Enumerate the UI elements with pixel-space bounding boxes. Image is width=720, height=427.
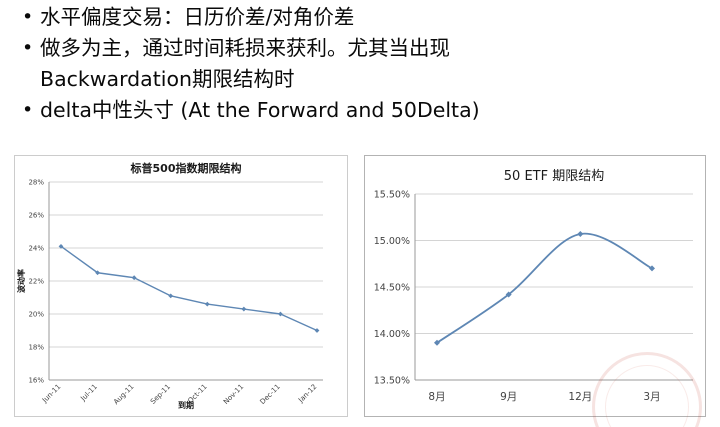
- etf50-term-structure-chart: 13.50% 14.00% 14.50% 15.00% 15.50% 8月 9月 12月 3月 5…: [364, 155, 706, 417]
- bullet-text: 水平偏度交易：日历价差/对角价差: [40, 5, 355, 29]
- svg-text:Sep-11: Sep-11: [149, 383, 172, 406]
- svg-text:13.50%: 13.50%: [374, 375, 410, 386]
- etf50-chart-canvas: 13.50% 14.00% 14.50% 15.00% 15.50% 8月 9月 12月 3月 5…: [374, 169, 693, 403]
- svg-text:24%: 24%: [28, 245, 44, 253]
- svg-text:Jul-11: Jul-11: [79, 383, 99, 403]
- bullet-item: delta中性头寸 (At the Forward and 50Delta): [16, 95, 706, 126]
- bullet-list: 水平偏度交易：日历价差/对角价差 做多为主，通过时间耗损来获利。尤其当出现 Ba…: [16, 2, 706, 126]
- svg-text:16%: 16%: [28, 377, 44, 385]
- svg-text:15.50%: 15.50%: [374, 189, 410, 200]
- svg-text:Dec-11: Dec-11: [259, 383, 282, 406]
- svg-text:波动率: 波动率: [16, 269, 26, 293]
- svg-text:12月: 12月: [568, 391, 592, 403]
- svg-text:Aug-11: Aug-11: [112, 383, 135, 406]
- svg-text:18%: 18%: [28, 344, 44, 352]
- svg-text:Nov-11: Nov-11: [222, 383, 245, 406]
- bullet-text: delta中性头寸 (At the Forward and 50Delta): [40, 98, 480, 122]
- svg-text:9月: 9月: [500, 391, 517, 403]
- svg-text:标普500指数期限结构: 标普500指数期限结构: [130, 161, 242, 175]
- svg-text:Jan-12: Jan-12: [296, 383, 318, 405]
- bullet-item: 做多为主，通过时间耗损来获利。尤其当出现 Backwardation期限结构时: [16, 33, 706, 95]
- svg-text:14.00%: 14.00%: [374, 329, 410, 340]
- svg-text:20%: 20%: [28, 311, 44, 319]
- sp500-chart-canvas: 16% 18% 20% 22% 24% 26% 28% Jun-11 Jul-11 Aug-11 S…: [16, 161, 323, 410]
- svg-text:到期: 到期: [178, 400, 194, 410]
- svg-text:50 ETF 期限结构: 50 ETF 期限结构: [504, 169, 604, 184]
- svg-text:15.00%: 15.00%: [374, 236, 410, 247]
- svg-text:14.50%: 14.50%: [374, 282, 410, 293]
- svg-text:3月: 3月: [643, 391, 660, 403]
- svg-text:26%: 26%: [28, 212, 44, 220]
- svg-text:22%: 22%: [28, 278, 44, 286]
- svg-text:28%: 28%: [28, 179, 44, 187]
- bullet-text: 做多为主，通过时间耗损来获利。尤其当出现 Backwardation期限结构时: [40, 36, 450, 91]
- bullet-item: 水平偏度交易：日历价差/对角价差: [16, 2, 706, 33]
- svg-text:8月: 8月: [428, 391, 445, 403]
- svg-text:Jun-11: Jun-11: [40, 383, 62, 405]
- sp500-term-structure-chart: 16% 18% 20% 22% 24% 26% 28% Jun-11 Jul-11 Aug-11 S…: [14, 155, 348, 417]
